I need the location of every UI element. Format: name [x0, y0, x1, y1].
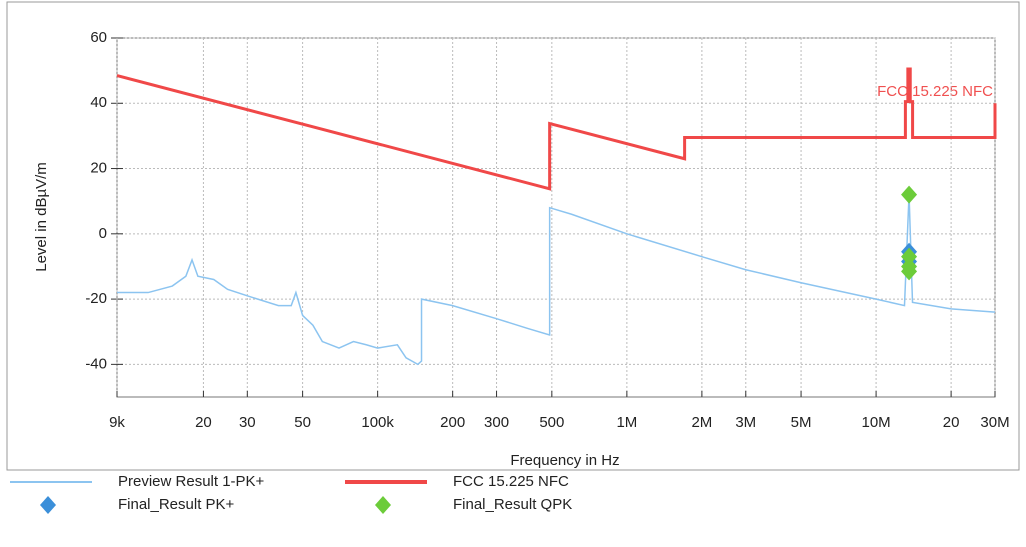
legend-swatch: [40, 496, 56, 514]
legend-label: Final_Result QPK: [453, 496, 572, 513]
x-tick-label: 9k: [109, 414, 125, 431]
x-tick-label: 30M: [980, 414, 1009, 431]
x-axis-label: Frequency in Hz: [510, 452, 619, 469]
y-tick-label: 0: [99, 225, 107, 242]
x-tick-label: 20: [943, 414, 960, 431]
y-tick-label: -20: [85, 290, 107, 307]
x-tick-label: 20: [195, 414, 212, 431]
marker: [901, 262, 918, 281]
x-tick-label: 2M: [691, 414, 712, 431]
x-tick-label: 10M: [861, 414, 890, 431]
y-tick-label: 20: [90, 160, 107, 177]
y-tick-label: 40: [90, 94, 107, 111]
x-tick-label: 100k: [361, 414, 394, 431]
x-tick-label: 300: [484, 414, 509, 431]
x-tick-label: 50: [294, 414, 311, 431]
series-line: [117, 194, 996, 366]
legend-swatch: [375, 496, 391, 514]
marker: [901, 185, 918, 204]
legend-label: Final_Result PK+: [118, 496, 235, 513]
marker: [901, 247, 918, 266]
x-tick-label: 3M: [735, 414, 756, 431]
y-tick-label: -40: [85, 355, 107, 372]
x-tick-label: 30: [239, 414, 256, 431]
y-axis-label: Level in dBµV/m: [33, 162, 50, 272]
x-tick-label: 5M: [791, 414, 812, 431]
y-tick-label: 60: [90, 29, 107, 46]
legend-label: FCC 15.225 NFC: [453, 473, 569, 490]
x-tick-label: 1M: [616, 414, 637, 431]
plot-area: [116, 37, 996, 398]
x-tick-label: 200: [440, 414, 465, 431]
limit-annotation: FCC 15.225 NFC: [877, 83, 993, 100]
legend-label: Preview Result 1-PK+: [118, 473, 265, 490]
series-line: [116, 67, 997, 191]
chart-frame: [6, 1, 1020, 471]
x-tick-label: 500: [539, 414, 564, 431]
